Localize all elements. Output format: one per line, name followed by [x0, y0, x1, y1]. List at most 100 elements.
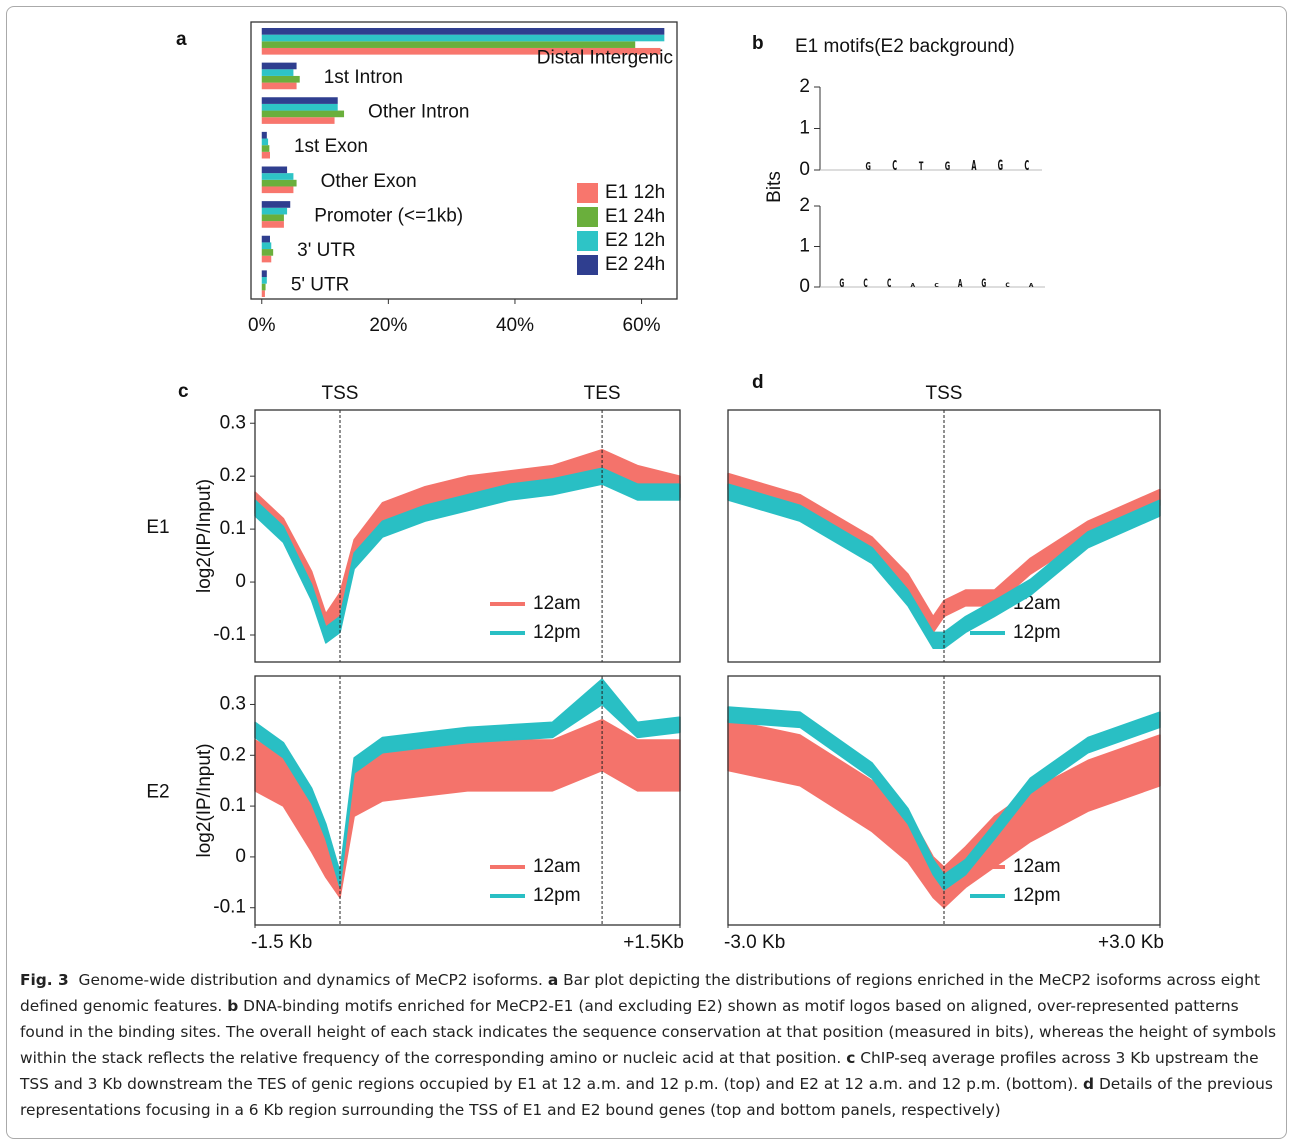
x-tick-label: +3.0 Kb	[1098, 932, 1164, 953]
y-tick-label: 1	[799, 236, 810, 257]
logo-letter: A	[1029, 283, 1034, 289]
logo-letter: A	[971, 159, 976, 174]
caption-text: Fig. 3	[20, 971, 69, 989]
bar	[261, 131, 267, 139]
legend-swatch	[577, 207, 598, 227]
plot-frame	[254, 409, 681, 663]
logo-letter: T	[919, 160, 924, 174]
bar	[261, 270, 267, 278]
figure-frame	[6, 6, 1287, 1139]
x-tick-label: -1.5 Kb	[251, 932, 312, 953]
bar	[261, 283, 266, 291]
bar	[261, 207, 288, 215]
caption-text: Bar plot depicting the distributions of …	[20, 971, 1265, 1015]
motif-title: E1 motifs(E2 background)	[795, 36, 1015, 57]
category-label: 5' UTR	[291, 275, 350, 296]
bar	[261, 145, 270, 152]
legend-label: 12pm	[533, 885, 581, 906]
plot-frame	[727, 409, 1161, 663]
bar	[261, 221, 284, 228]
bar	[261, 249, 274, 256]
panel-letter: c	[178, 381, 189, 402]
caption-text: Details of the previous representations …	[20, 1075, 1278, 1119]
logo-letter: G	[866, 162, 871, 174]
caption-text: ChIP-seq average profiles across 3 Kb up…	[20, 1049, 1264, 1093]
profile-band	[254, 467, 681, 644]
legend-label: 12pm	[533, 622, 581, 643]
legend-label: E1 12h	[605, 182, 665, 203]
logo-letter: C	[887, 277, 891, 291]
y-tick-label: 0.3	[220, 412, 246, 433]
category-label: Distal Intergenic	[537, 48, 673, 69]
y-axis-label: log2(IP/Input)	[194, 479, 215, 593]
y-tick-label: 2	[799, 76, 810, 97]
bar	[261, 173, 294, 180]
bar	[261, 97, 338, 104]
category-label: 3' UTR	[297, 240, 356, 261]
y-tick-label: -0.1	[213, 624, 246, 645]
y-tick-label: 1	[799, 118, 810, 139]
legend-label: 12am	[533, 856, 581, 877]
logo-letter: C	[1024, 159, 1029, 174]
logo-letter: G	[945, 160, 950, 174]
bar	[261, 75, 300, 83]
logo-letter: G	[998, 157, 1003, 174]
caption-text: DNA-binding motifs enriched for MeCP2-E1…	[20, 997, 1281, 1067]
y-tick-label: 0	[235, 846, 246, 867]
legend-label: E2 12h	[605, 230, 665, 251]
legend-label: 12am	[533, 593, 581, 614]
figure: 0% 20% 40% 60% Distal Intergenic 1st Intron Ot…	[146, 21, 1164, 953]
x-tick-label: +1.5Kb	[623, 932, 684, 953]
panel-letter: b	[752, 33, 764, 54]
reference-label: TSS	[322, 383, 359, 404]
logo-letter: A	[911, 283, 916, 289]
y-tick-label: 0	[799, 159, 810, 180]
bar	[261, 117, 335, 124]
caption-text: b	[227, 997, 239, 1015]
y-tick-label: 0	[799, 276, 810, 297]
caption-text: a	[547, 971, 559, 989]
bar	[261, 41, 636, 48]
category-label: 1st Exon	[294, 136, 368, 157]
logo-letter: C	[863, 277, 867, 291]
legend-label: 12pm	[1013, 622, 1061, 643]
legend-swatch	[577, 231, 598, 251]
bar	[261, 179, 297, 187]
caption-text: d	[1083, 1075, 1095, 1093]
logo-letter: G	[839, 277, 844, 291]
legend-label: E2 24h	[605, 254, 665, 275]
bar	[261, 82, 297, 90]
bar	[261, 110, 345, 118]
x-tick-label: 0%	[248, 315, 276, 336]
bar	[261, 62, 297, 70]
y-tick-label: 2	[799, 195, 810, 216]
bar	[261, 151, 270, 159]
legend-swatch	[577, 183, 598, 203]
x-tick-label: 40%	[496, 315, 534, 336]
bar	[261, 103, 338, 111]
y-tick-label: 0.1	[220, 518, 246, 539]
logo-letter: A	[958, 278, 963, 290]
bar	[261, 242, 272, 250]
category-label: Promoter (<=1kb)	[314, 205, 463, 226]
y-tick-label: 0.1	[220, 795, 246, 816]
row-label: E1	[146, 517, 169, 538]
caption-text: Genome-wide distribution and dynamics of…	[68, 971, 548, 989]
legend-swatch	[577, 255, 598, 275]
bar	[261, 47, 661, 55]
x-tick-label: 60%	[623, 315, 661, 336]
bar	[261, 290, 265, 297]
panel-letter: d	[752, 372, 764, 393]
category-label: Other Exon	[321, 171, 417, 192]
row-label: E2	[146, 782, 169, 803]
caption: Fig. 3 Genome-wide distribution and dyna…	[20, 967, 1278, 1123]
bar	[261, 166, 288, 174]
y-tick-label: 0.2	[220, 465, 246, 486]
y-tick-label: 0.2	[220, 744, 246, 765]
bar	[261, 255, 272, 263]
legend-label: 12pm	[1013, 885, 1061, 906]
plot-frame	[250, 21, 678, 300]
plot-frame	[727, 675, 1161, 926]
x-tick-label: -3.0 Kb	[724, 932, 785, 953]
